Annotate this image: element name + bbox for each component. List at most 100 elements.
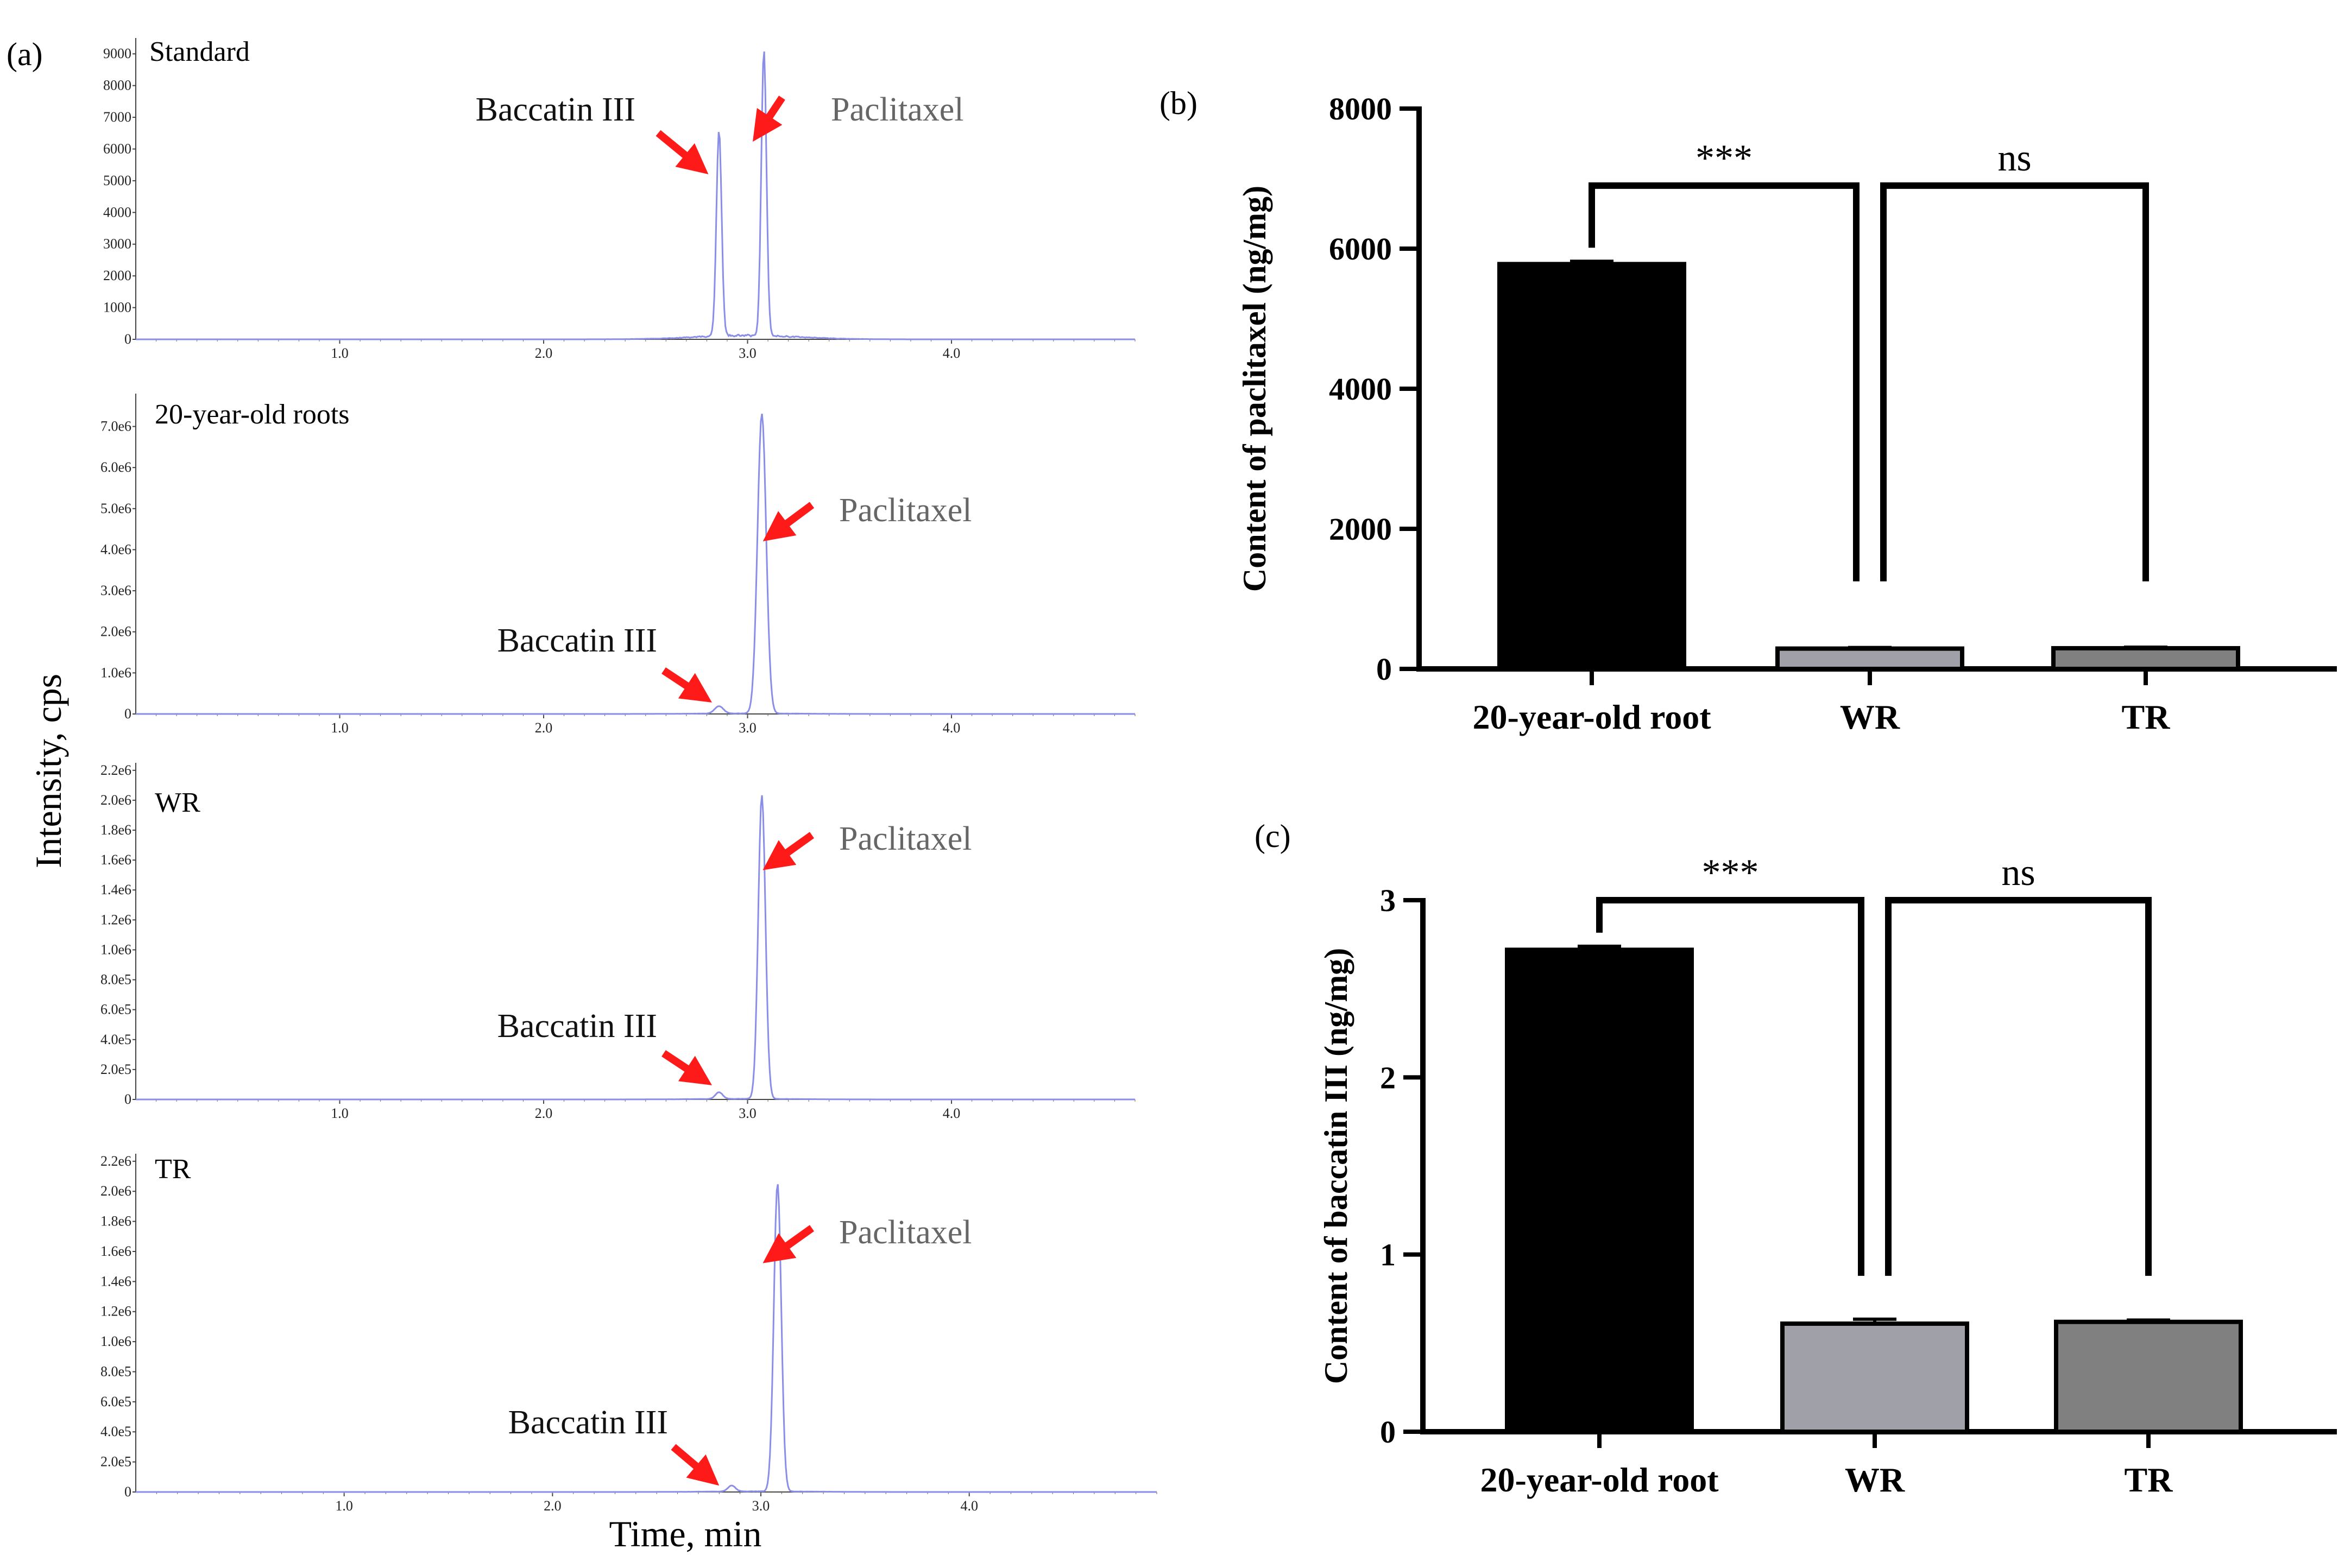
category-label: WR xyxy=(1845,1460,1905,1499)
y-tick-label: 0 xyxy=(124,706,131,722)
y-tick-label: 3000 xyxy=(103,236,131,252)
y-tick-label: 4.0e6 xyxy=(100,541,131,557)
trace-title: Standard xyxy=(149,36,250,67)
significance-label: ns xyxy=(2001,852,2035,894)
y-tick-label: 1.6e6 xyxy=(100,1243,131,1259)
y-tick-label: 2.0e5 xyxy=(100,1454,131,1470)
y-tick-label: 1000 xyxy=(103,300,131,315)
chromatogram-trace-line xyxy=(136,413,1135,715)
category-label: 20-year-old root xyxy=(1480,1460,1719,1499)
y-tick-label: 2000 xyxy=(1329,511,1392,547)
chromatogram-1: 0 1.0e6 2.0e6 3.0e6 4.0e6 5.0e6 6.0e6 7.0e6 1.0 2… xyxy=(100,394,1136,736)
y-tick-label: 4.0e5 xyxy=(100,1032,131,1047)
bar xyxy=(1505,947,1694,1434)
y-tick-label: 4000 xyxy=(1329,371,1392,407)
panel-a-letter: (a) xyxy=(7,36,43,72)
y-tick-label: 2 xyxy=(1380,1060,1396,1095)
chromatogram-trace-line xyxy=(136,1184,1157,1493)
x-tick-label: 2.0 xyxy=(535,345,553,361)
baccatin-bar-chart: 0 1 2 3 Content of baccatin III (ng/mg) 20-ye… xyxy=(1318,852,2337,1499)
y-tick-label: 5000 xyxy=(103,173,131,188)
y-tick-label: 0 xyxy=(124,1484,131,1500)
chromatogram-3: 0 2.0e5 4.0e5 6.0e5 8.0e5 1.0e6 1.2e6 1.4e6 1.6e… xyxy=(100,1153,1157,1514)
y-tick-label: 0 xyxy=(124,331,131,347)
y-tick-label: 0 xyxy=(124,1091,131,1107)
trace-title: WR xyxy=(155,787,200,818)
y-tick-label: 2000 xyxy=(103,268,131,283)
x-tick-label: 4.0 xyxy=(960,1498,978,1514)
category-label: TR xyxy=(2122,698,2171,736)
significance-label: *** xyxy=(1702,852,1759,894)
significance-bracket xyxy=(1596,897,1864,1276)
peak-label: Baccatin III xyxy=(497,1008,657,1045)
y-tick-label: 1.2e6 xyxy=(100,1304,131,1319)
bar xyxy=(2051,646,2240,671)
significance-label: *** xyxy=(1696,137,1753,179)
y-tick-label: 5.0e6 xyxy=(100,501,131,516)
red-arrow xyxy=(655,130,709,175)
y-tick-label: 1.8e6 xyxy=(100,822,131,838)
y-axis-label: Content of paclitaxel (ng/mg) xyxy=(1237,186,1272,592)
chromatogram-trace-line xyxy=(136,795,1135,1101)
x-tick-label: 1.0 xyxy=(331,720,349,736)
y-tick-label: 6.0e6 xyxy=(100,459,131,475)
chromatogram-2: 0 2.0e5 4.0e5 6.0e5 8.0e5 1.0e6 1.2e6 1.4e6 1.6e… xyxy=(100,762,1136,1121)
y-tick-label: 6000 xyxy=(1329,231,1392,267)
y-tick-label: 3 xyxy=(1380,883,1396,918)
red-arrow xyxy=(762,1225,815,1263)
y-tick-label: 8000 xyxy=(1329,91,1392,127)
panel-a-x-axis-label: Time, min xyxy=(609,1513,762,1554)
x-tick-label: 4.0 xyxy=(943,720,961,736)
y-tick-label: 0 xyxy=(1380,1414,1396,1450)
y-tick-label: 7.0e6 xyxy=(100,419,131,434)
x-tick-label: 1.0 xyxy=(331,1105,349,1121)
significance-label: ns xyxy=(1997,137,2031,179)
y-tick-label: 2.2e6 xyxy=(100,1153,131,1169)
y-tick-label: 7000 xyxy=(103,109,131,125)
category-label: WR xyxy=(1840,698,1900,736)
y-tick-label: 8000 xyxy=(103,78,131,93)
y-tick-label: 1 xyxy=(1380,1237,1396,1273)
red-arrow xyxy=(671,1444,720,1486)
y-tick-label: 1.6e6 xyxy=(100,852,131,868)
y-tick-label: 2.0e5 xyxy=(100,1061,131,1077)
panel-c-letter: (c) xyxy=(1255,818,1291,854)
y-tick-label: 1.2e6 xyxy=(100,912,131,927)
bar xyxy=(1780,1321,1969,1434)
y-tick-label: 8.0e5 xyxy=(100,1363,131,1379)
y-tick-label: 4.0e5 xyxy=(100,1424,131,1439)
panel-b-letter: (b) xyxy=(1159,85,1197,121)
y-tick-label: 1.0e6 xyxy=(100,665,131,680)
category-label: 20-year-old root xyxy=(1473,698,1712,736)
significance-bracket xyxy=(1589,182,1860,581)
y-tick-label: 2.2e6 xyxy=(100,762,131,778)
red-arrow xyxy=(753,96,785,142)
significance-bracket xyxy=(1880,182,2149,581)
y-tick-label: 4000 xyxy=(103,204,131,220)
x-tick-label: 4.0 xyxy=(943,345,961,361)
panel-a-y-axis-label: Intensity, cps xyxy=(28,674,69,868)
x-tick-label: 3.0 xyxy=(739,1105,757,1121)
y-tick-label: 1.0e6 xyxy=(100,1333,131,1349)
y-tick-label: 1.8e6 xyxy=(100,1213,131,1229)
peak-label: Paclitaxel xyxy=(839,492,972,529)
y-axis-label: Content of baccatin III (ng/mg) xyxy=(1318,948,1354,1384)
x-tick-label: 4.0 xyxy=(943,1105,961,1121)
chromatogram-traces: 0 1000 2000 3000 4000 5000 6000 7000 8000 9000 1.0… xyxy=(100,36,1157,1514)
trace-title: 20-year-old roots xyxy=(155,399,350,430)
paclitaxel-bar-chart: 0 2000 4000 6000 8000 Content of paclitaxel (… xyxy=(1237,91,2337,736)
peak-label: Baccatin III xyxy=(497,622,657,659)
red-arrow xyxy=(661,1050,713,1085)
x-tick-label: 3.0 xyxy=(739,345,757,361)
red-arrow xyxy=(762,832,815,870)
chromatogram-trace-line xyxy=(136,51,1135,340)
bar xyxy=(1775,646,1964,671)
y-tick-label: 6.0e5 xyxy=(100,1002,131,1017)
y-tick-label: 8.0e5 xyxy=(100,972,131,988)
chromatogram-0: 0 1000 2000 3000 4000 5000 6000 7000 8000 9000 1.0… xyxy=(103,36,1136,361)
y-tick-label: 0 xyxy=(1376,652,1392,687)
x-tick-label: 2.0 xyxy=(535,720,553,736)
x-tick-label: 1.0 xyxy=(335,1498,353,1514)
y-tick-label: 9000 xyxy=(103,46,131,61)
category-label: TR xyxy=(2125,1460,2173,1499)
